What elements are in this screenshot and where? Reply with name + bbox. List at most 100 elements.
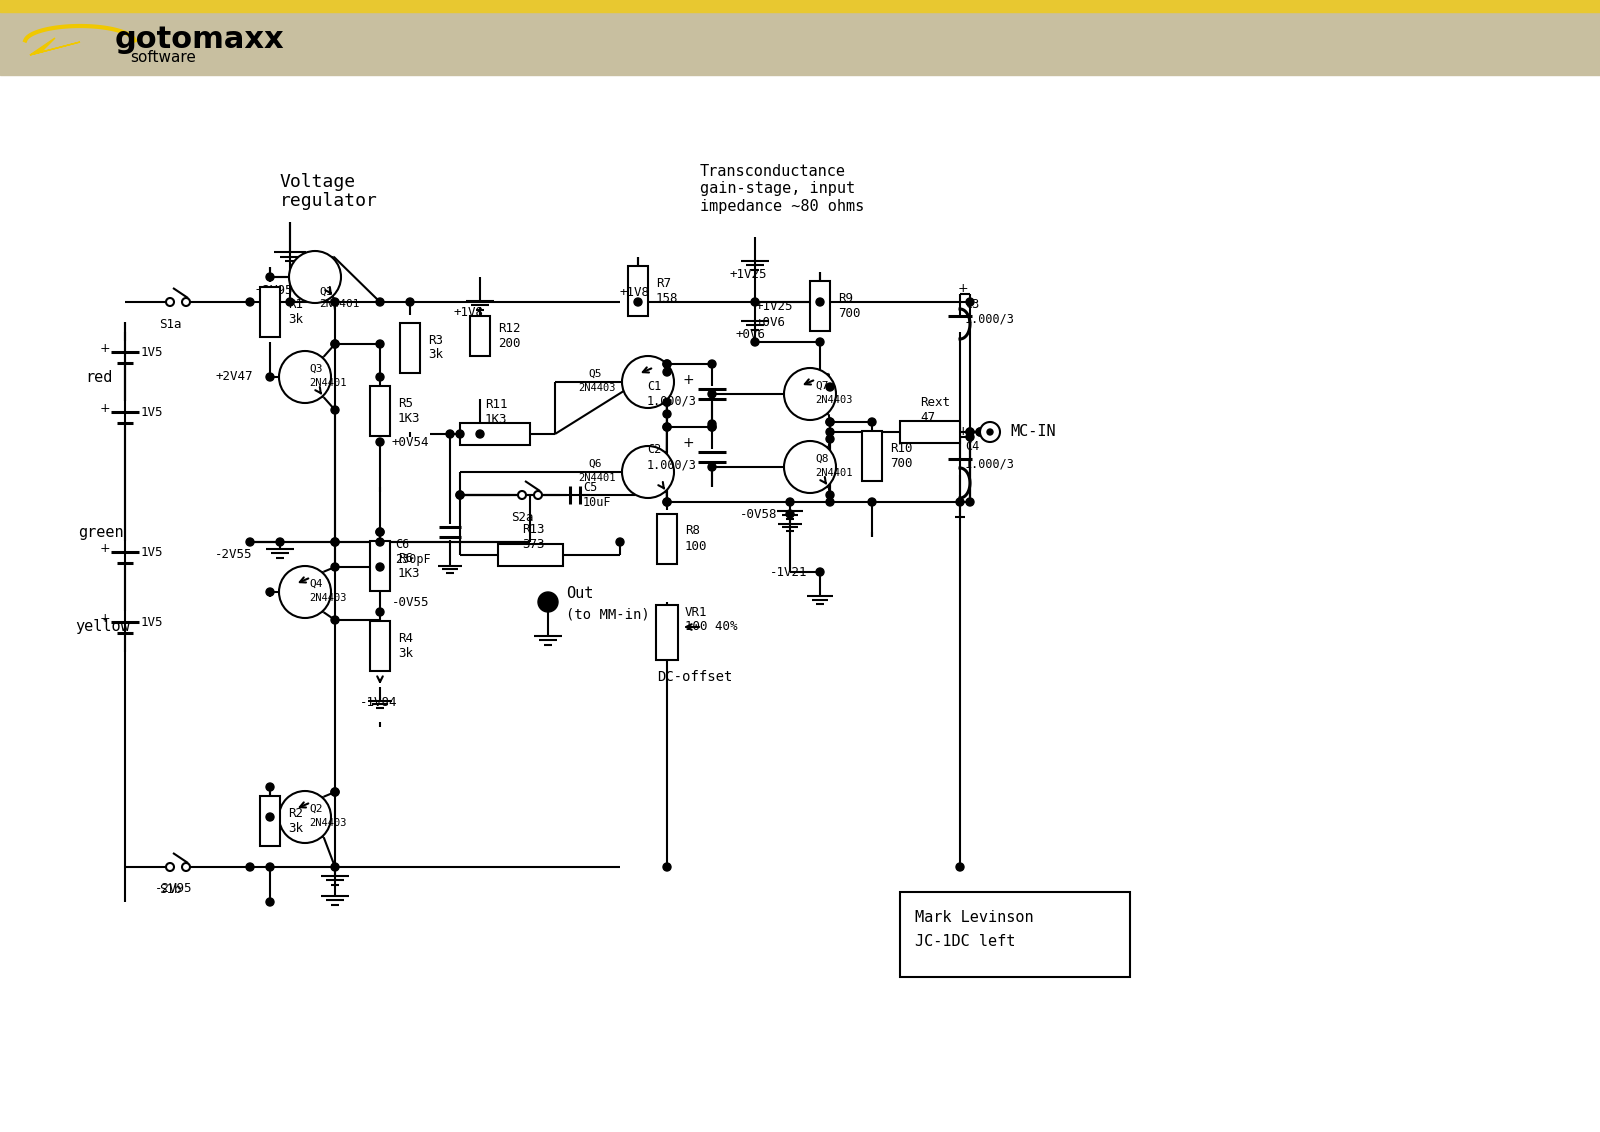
- Circle shape: [616, 538, 624, 546]
- Circle shape: [622, 446, 674, 498]
- Text: R7
158: R7 158: [656, 277, 678, 305]
- Circle shape: [786, 498, 794, 506]
- Text: 2N4403: 2N4403: [578, 383, 616, 393]
- Text: Mark Levinson: Mark Levinson: [915, 909, 1034, 925]
- Text: R2
3k: R2 3k: [288, 807, 302, 835]
- Text: regulator: regulator: [280, 192, 378, 211]
- Circle shape: [331, 298, 339, 306]
- Circle shape: [376, 528, 384, 535]
- Circle shape: [826, 491, 834, 499]
- Text: +: +: [99, 402, 110, 414]
- Circle shape: [707, 423, 717, 431]
- Text: Transconductance: Transconductance: [701, 164, 846, 180]
- Text: R11
1K3: R11 1K3: [485, 398, 507, 426]
- Bar: [810, 281, 830, 331]
- Circle shape: [987, 429, 994, 435]
- Circle shape: [286, 298, 294, 306]
- Circle shape: [662, 368, 670, 376]
- Circle shape: [290, 251, 341, 303]
- Circle shape: [707, 391, 717, 398]
- Text: C4: C4: [965, 440, 979, 454]
- Circle shape: [784, 368, 835, 420]
- Circle shape: [376, 563, 384, 571]
- Text: (to MM-in): (to MM-in): [566, 607, 650, 621]
- Circle shape: [376, 528, 384, 535]
- Text: R13
373: R13 373: [522, 523, 544, 551]
- Circle shape: [707, 463, 717, 471]
- Circle shape: [634, 298, 642, 306]
- Text: -2V95: -2V95: [155, 883, 192, 895]
- Circle shape: [446, 430, 454, 438]
- Bar: [627, 266, 648, 316]
- Circle shape: [826, 418, 834, 426]
- Circle shape: [182, 863, 190, 871]
- Text: VR1: VR1: [685, 606, 707, 618]
- Text: +2V47: +2V47: [214, 370, 253, 384]
- Text: 1V5: 1V5: [141, 546, 163, 558]
- Text: software: software: [130, 50, 195, 65]
- Circle shape: [786, 511, 794, 518]
- Text: -0V58: -0V58: [739, 507, 778, 521]
- Text: 2N4403: 2N4403: [309, 818, 347, 827]
- Circle shape: [538, 592, 558, 612]
- Text: -2V55: -2V55: [214, 548, 253, 560]
- Circle shape: [662, 410, 670, 418]
- Circle shape: [966, 428, 974, 436]
- Circle shape: [518, 491, 526, 499]
- Circle shape: [331, 616, 339, 624]
- Circle shape: [331, 538, 339, 546]
- Text: +: +: [682, 436, 694, 451]
- Circle shape: [376, 438, 384, 446]
- Text: Out: Out: [566, 586, 594, 601]
- Bar: [0, 0, 1600, 75]
- Text: C6
230pF: C6 230pF: [395, 538, 430, 566]
- Text: R9
700: R9 700: [838, 292, 861, 320]
- Circle shape: [816, 298, 824, 306]
- Circle shape: [662, 360, 670, 368]
- Text: 2N4403: 2N4403: [814, 395, 853, 405]
- Text: +0V54: +0V54: [392, 436, 429, 448]
- Text: Q3: Q3: [309, 365, 323, 374]
- Circle shape: [966, 428, 974, 436]
- Circle shape: [456, 430, 464, 438]
- Text: 100 40%: 100 40%: [685, 620, 738, 634]
- Text: yellow: yellow: [75, 619, 130, 635]
- Bar: [370, 386, 390, 436]
- Circle shape: [826, 418, 834, 426]
- Text: R1
3k: R1 3k: [288, 298, 302, 326]
- Circle shape: [957, 863, 963, 871]
- Text: R6
1K3: R6 1K3: [398, 552, 421, 580]
- Bar: [862, 431, 882, 481]
- Bar: [461, 423, 530, 445]
- Circle shape: [826, 428, 834, 436]
- Circle shape: [266, 273, 274, 281]
- Text: 2N4401: 2N4401: [814, 468, 853, 478]
- Text: R5
1K3: R5 1K3: [398, 397, 421, 424]
- Circle shape: [266, 588, 274, 597]
- Circle shape: [266, 813, 274, 821]
- Text: C1
1.000/3: C1 1.000/3: [646, 380, 698, 408]
- Circle shape: [622, 355, 674, 408]
- Circle shape: [166, 298, 174, 306]
- Text: 1.000/3: 1.000/3: [965, 312, 1014, 326]
- Text: Q1
2N4401: Q1 2N4401: [318, 288, 360, 309]
- Text: +: +: [958, 424, 968, 438]
- Circle shape: [266, 898, 274, 906]
- Text: gain-stage, input: gain-stage, input: [701, 181, 854, 197]
- Circle shape: [246, 863, 254, 871]
- Circle shape: [750, 298, 758, 306]
- Text: DC-offset: DC-offset: [658, 670, 733, 684]
- Text: MC-IN: MC-IN: [1010, 424, 1056, 439]
- Circle shape: [966, 498, 974, 506]
- Text: +2V95: +2V95: [254, 283, 293, 297]
- Circle shape: [784, 441, 835, 494]
- Text: +0V6: +0V6: [755, 316, 786, 328]
- Bar: [658, 514, 677, 564]
- Circle shape: [331, 563, 339, 571]
- Text: 1V5: 1V5: [141, 616, 163, 628]
- Text: -1V21: -1V21: [770, 566, 808, 578]
- Text: +1V8: +1V8: [453, 306, 483, 318]
- Circle shape: [816, 568, 824, 576]
- Text: +: +: [99, 342, 110, 354]
- Bar: [470, 316, 490, 355]
